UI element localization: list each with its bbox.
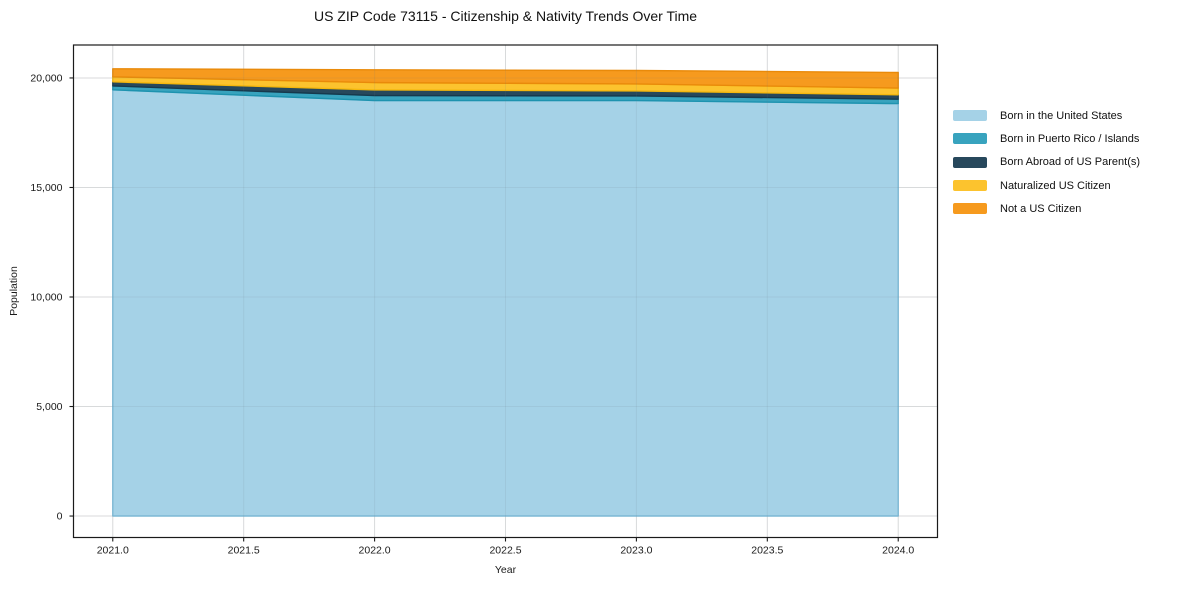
x-tick-label: 2023.5 xyxy=(751,545,783,557)
x-tick-label: 2022.0 xyxy=(359,545,391,557)
x-tick-label: 2024.0 xyxy=(882,545,914,557)
y-tick-label: 20,000 xyxy=(30,72,62,84)
y-tick-label: 10,000 xyxy=(30,291,62,303)
x-tick-label: 2021.0 xyxy=(97,545,129,557)
legend-swatch-naturalized xyxy=(953,180,987,192)
legend-item: Born in the United States xyxy=(953,104,1140,127)
area-series-4 xyxy=(112,68,899,89)
legend-label: Born Abroad of US Parent(s) xyxy=(1000,156,1141,169)
y-tick-label: 15,000 xyxy=(30,182,62,194)
legend-item: Born in Puerto Rico / Islands xyxy=(953,127,1140,150)
legend-swatch-born-pr-islands xyxy=(953,133,987,145)
legend-item: Not a US Citizen xyxy=(953,197,1140,220)
x-axis-label: Year xyxy=(494,564,517,576)
legend-swatch-not-citizen xyxy=(953,203,987,215)
legend-item: Naturalized US Citizen xyxy=(953,174,1140,197)
legend-item: Born Abroad of US Parent(s) xyxy=(953,151,1140,174)
x-tick-label: 2023.0 xyxy=(620,545,652,557)
legend-swatch-born-us xyxy=(953,110,987,122)
y-tick-label: 0 xyxy=(57,511,63,523)
x-tick-label: 2022.5 xyxy=(489,545,521,557)
legend-label: Not a US Citizen xyxy=(1000,202,1082,215)
y-tick-label: 5,000 xyxy=(36,401,62,413)
legend-swatch-born-abroad xyxy=(953,156,987,168)
legend-label: Born in Puerto Rico / Islands xyxy=(1000,132,1140,145)
legend-label: Naturalized US Citizen xyxy=(1000,179,1111,192)
x-tick-label: 2021.5 xyxy=(228,545,260,557)
chart-title: US ZIP Code 73115 - Citizenship & Nativi… xyxy=(313,8,698,24)
legend-label: Born in the United States xyxy=(1000,109,1123,122)
y-axis-label: Population xyxy=(8,266,20,316)
legend: Born in the United States Born in Puerto… xyxy=(953,104,1140,220)
